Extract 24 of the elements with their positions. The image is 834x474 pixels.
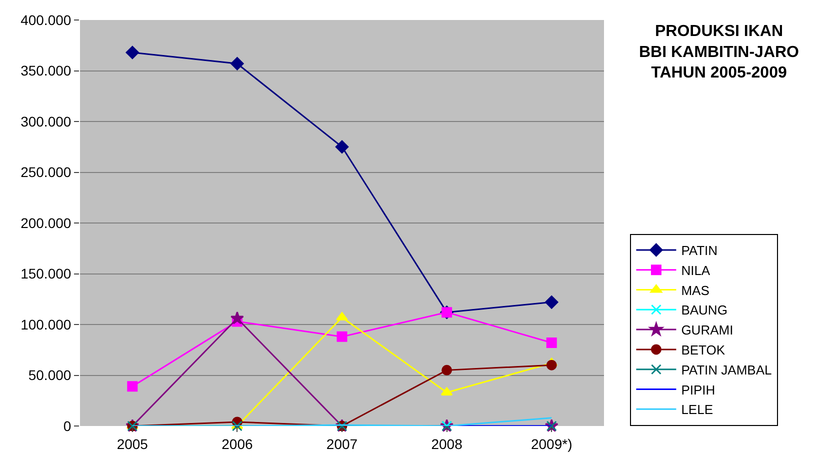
y-tick-label: 0 [63,418,72,434]
x-tick-label: 2007 [326,436,358,452]
legend-label: PIPIH [681,382,716,398]
text: PRODUKSI IKAN BBI KAMBITIN-JARO TAHUN 2005-2009 [639,23,799,82]
y-tick-label: 400.000 [20,12,72,28]
legend-label: PATIN [681,243,718,258]
x-tick-label: 2006 [222,436,253,452]
y-tick-label: 150.000 [20,266,72,282]
x-tick-label: 2005 [116,436,148,452]
legend-label: LELE [681,402,714,418]
x-tick-label: 2008 [431,436,463,452]
y-tick-label: 250.000 [20,164,72,180]
y-tick-label: 50.000 [28,367,72,384]
legend-label: BETOK [681,342,726,358]
y-tick-label: 100.000 [20,316,72,332]
legend-label: BAUNG [681,302,728,318]
y-tick-label: 300.000 [20,113,72,130]
y-tick-label: 350.000 [20,62,72,79]
legend-label: GURAMI [681,322,734,338]
legend-label: PATIN JAMBAL [681,362,772,378]
legend-label: MAS [681,282,710,298]
x-tick-label: 2009*) [530,436,572,452]
legend-label: NILA [681,262,710,278]
y-tick-label: 200.000 [20,214,72,231]
